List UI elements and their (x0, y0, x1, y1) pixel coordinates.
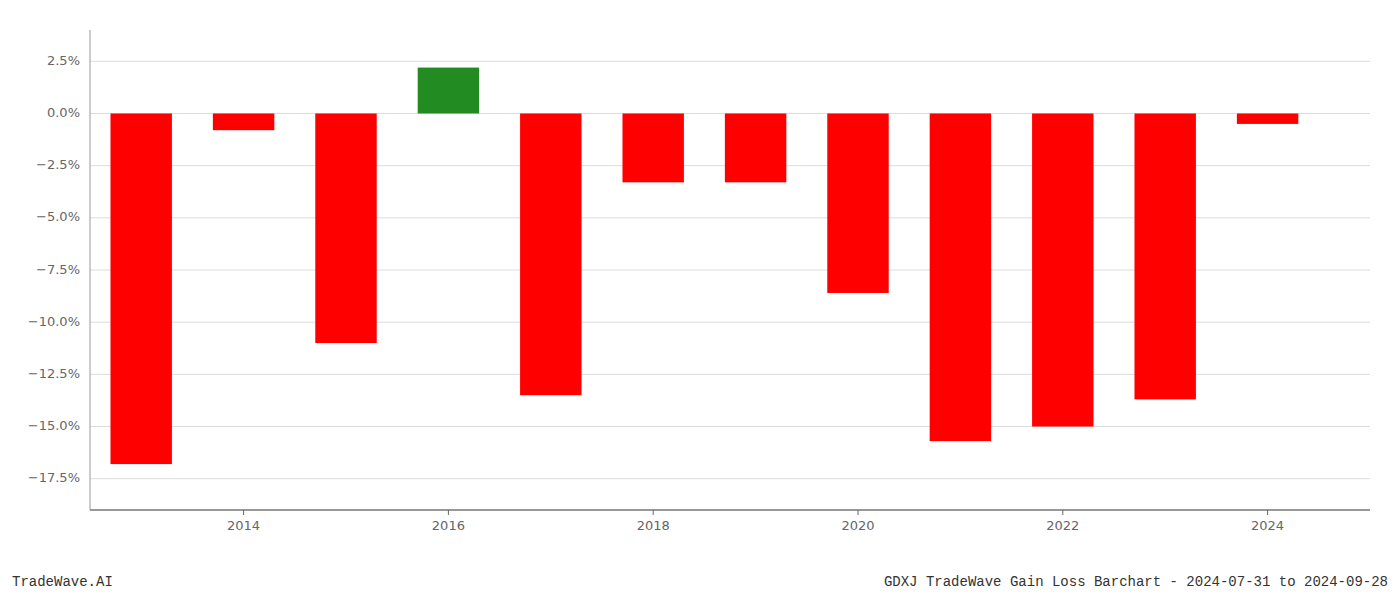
chart: 0.0% −2.5% −5.0% −7.5% −10.0% −12.5% −15.0% −17… (0, 0, 1400, 600)
bars (110, 68, 1298, 465)
y-axis: 0.0% −2.5% −5.0% −7.5% −10.0% −12.5% −15.0% −17… (28, 53, 80, 485)
x-tick (448, 510, 449, 515)
bar (213, 113, 274, 130)
x-tick-label: 2020 (841, 518, 874, 533)
x-tick-label: 2024 (1251, 518, 1284, 533)
x-tick (858, 510, 859, 515)
y-tick-label: −7.5% (36, 262, 80, 277)
x-tick (1267, 510, 1268, 515)
x-tick-label: 2014 (227, 518, 260, 533)
x-tick-label: 2022 (1046, 518, 1079, 533)
grid-line (90, 426, 1370, 427)
grid-line (90, 61, 1370, 62)
watermark: TradeWave.AI (12, 574, 113, 590)
bar (520, 113, 581, 395)
x-axis: 2014 2016 2018 2020 2022 2024 (227, 510, 1284, 533)
title: GDXJ TradeWave Gain Loss Barchart - 2024… (884, 574, 1388, 590)
bar (930, 113, 991, 441)
y-tick-label: −10.0% (28, 314, 80, 329)
bar (725, 113, 786, 182)
bar (110, 113, 171, 464)
bar (827, 113, 888, 292)
y-tick-label: −12.5% (28, 366, 80, 381)
grid (90, 61, 1370, 478)
bar (1134, 113, 1195, 399)
x-tick (243, 510, 244, 515)
grid-line (90, 478, 1370, 479)
x-tick-label: 2018 (637, 518, 670, 533)
bar (622, 113, 683, 182)
bar (1032, 113, 1093, 426)
bar (418, 68, 479, 114)
x-tick-label: 2016 (432, 518, 465, 533)
y-tick-label: −15.0% (28, 418, 80, 433)
y-tick-label: −17.5% (28, 470, 80, 485)
y-tick-label: 0.0% (47, 105, 80, 120)
x-tick (1062, 510, 1063, 515)
y-tick-label: 2.5% (47, 53, 80, 68)
y-tick-label: −2.5% (36, 157, 80, 172)
bar (315, 113, 376, 343)
x-axis-line (90, 509, 1370, 510)
x-tick (653, 510, 654, 515)
bar (1237, 113, 1298, 123)
y-tick-label: −5.0% (36, 209, 80, 224)
y-axis-line (90, 30, 91, 510)
